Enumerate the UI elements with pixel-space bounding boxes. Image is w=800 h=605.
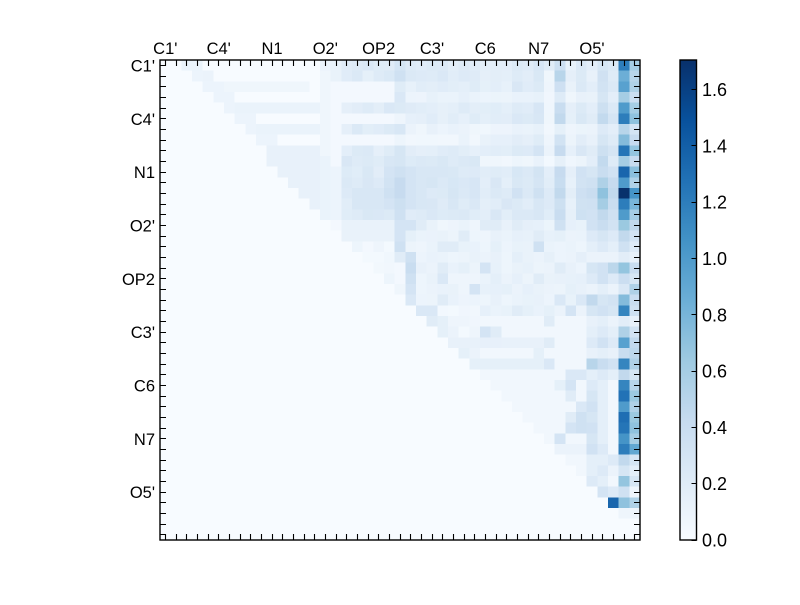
svg-text:0.4: 0.4 xyxy=(702,418,727,438)
svg-text:1.2: 1.2 xyxy=(702,193,727,213)
svg-text:0.2: 0.2 xyxy=(702,474,727,494)
svg-text:N1: N1 xyxy=(134,164,155,182)
svg-text:C4': C4' xyxy=(207,40,231,58)
svg-text:1.0: 1.0 xyxy=(702,249,727,269)
svg-text:C6: C6 xyxy=(134,378,155,396)
svg-text:0.6: 0.6 xyxy=(702,362,727,382)
svg-text:C6: C6 xyxy=(475,40,496,58)
svg-text:C3': C3' xyxy=(420,40,444,58)
svg-text:O5': O5' xyxy=(130,484,155,502)
svg-text:C1': C1' xyxy=(131,58,155,76)
svg-text:1.6: 1.6 xyxy=(702,80,727,100)
svg-text:N1: N1 xyxy=(261,40,282,58)
svg-text:O2': O2' xyxy=(130,218,155,236)
svg-text:0.8: 0.8 xyxy=(702,305,727,325)
svg-text:N7: N7 xyxy=(528,40,549,58)
svg-text:OP2: OP2 xyxy=(362,40,395,58)
svg-text:N7: N7 xyxy=(134,431,155,449)
svg-text:C4': C4' xyxy=(131,111,155,129)
svg-text:O5': O5' xyxy=(579,40,604,58)
svg-text:C1': C1' xyxy=(153,40,177,58)
svg-text:OP2: OP2 xyxy=(122,271,155,289)
svg-text:0.0: 0.0 xyxy=(702,531,727,551)
svg-text:C3': C3' xyxy=(131,324,155,342)
svg-text:1.4: 1.4 xyxy=(702,136,727,156)
svg-text:O2': O2' xyxy=(313,40,338,58)
